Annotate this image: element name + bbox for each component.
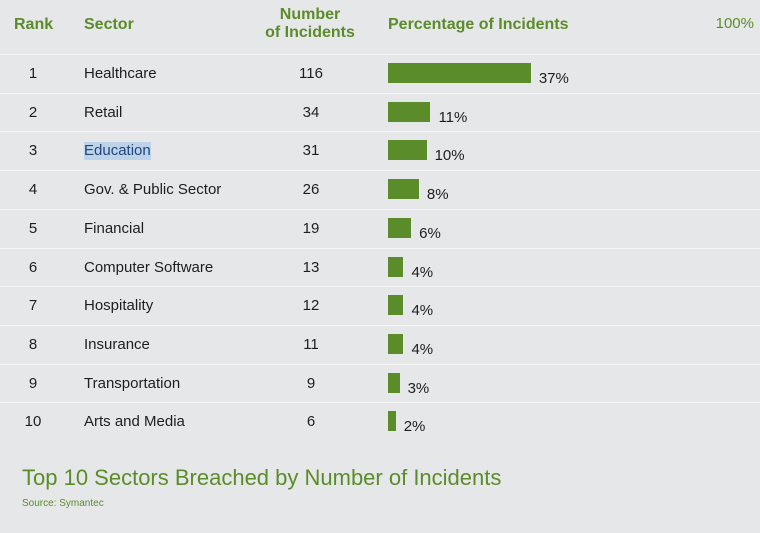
sector-cell: Education <box>84 142 151 161</box>
sector-cell: Retail <box>84 103 123 121</box>
percentage-bar <box>388 63 531 83</box>
table-row: 5 Financial 19 6% <box>0 208 760 247</box>
incidents-cell: 6 <box>306 413 316 431</box>
source-note: Source: Symantec <box>22 498 104 509</box>
percentage-bar <box>388 179 419 200</box>
incidents-cell: 9 <box>306 374 316 392</box>
percentage-bar <box>388 333 404 354</box>
sector-cell: Computer Software <box>84 258 214 276</box>
table-row: 4 Gov. & Public Sector 26 8% <box>0 170 760 208</box>
rank-cell: 2 <box>28 103 38 121</box>
percentage-label: 11% <box>438 108 468 126</box>
percentage-bar <box>388 217 412 238</box>
percentage-label: 6% <box>419 224 441 242</box>
percentage-bar <box>388 256 404 277</box>
rank-cell: 8 <box>28 335 38 353</box>
table-row: 9 Transportation 9 3% <box>0 363 760 402</box>
percentage-bar <box>388 101 431 122</box>
rank-cell: 10 <box>24 413 42 431</box>
percentage-bar <box>388 140 427 161</box>
percentage-label: 37% <box>538 70 569 87</box>
incidents-cell: 34 <box>302 103 320 121</box>
header-rank: Rank <box>14 16 54 33</box>
sector-cell: Gov. & Public Sector <box>84 181 222 199</box>
sector-cell: Arts and Media <box>84 413 185 431</box>
incidents-cell: 19 <box>302 219 320 237</box>
percentage-label: 4% <box>411 263 434 281</box>
header-percentage: Percentage of Incidents <box>388 16 569 33</box>
axis-max-label: 100% <box>715 15 754 32</box>
percentage-label: 2% <box>403 418 426 436</box>
sector-cell: Healthcare <box>84 65 157 82</box>
rank-cell: 9 <box>28 374 38 392</box>
rank-cell: 1 <box>28 65 38 82</box>
table-row: 8 Insurance 11 4% <box>0 324 760 363</box>
sector-cell: Hospitality <box>84 297 154 315</box>
header-number-of-incidents: Number of Incidents <box>254 6 366 42</box>
rank-cell: 5 <box>28 219 38 237</box>
percentage-bar <box>388 372 400 393</box>
percentage-label: 8% <box>426 186 449 204</box>
rank-cell: 3 <box>28 142 38 160</box>
percentage-bar <box>388 411 396 432</box>
table-row: 3 Education 31 10% <box>0 131 760 169</box>
rank-cell: 6 <box>28 258 38 276</box>
table-row: 10 Arts and Media 6 2% <box>0 402 760 440</box>
rank-cell: 7 <box>28 297 38 315</box>
table-row: 1 Healthcare 116 37% <box>0 54 760 92</box>
sector-cell: Insurance <box>84 335 150 353</box>
chart-title: Top 10 Sectors Breached by Number of Inc… <box>22 465 502 490</box>
header-sector: Sector <box>84 16 134 33</box>
table-row: 2 Retail 34 11% <box>0 92 760 131</box>
rank-cell: 4 <box>28 181 38 199</box>
percentage-label: 3% <box>407 379 430 397</box>
incidents-cell: 12 <box>302 297 320 315</box>
incidents-cell: 13 <box>302 258 320 276</box>
percentage-label: 4% <box>411 340 434 358</box>
table-row: 6 Computer Software 13 4% <box>0 247 760 286</box>
header-number-line2: of Incidents <box>265 24 355 41</box>
incidents-cell: 11 <box>303 335 319 353</box>
percentage-label: 10% <box>434 147 465 165</box>
sector-cell: Financial <box>84 219 145 237</box>
header-number-line1: Number <box>279 6 341 23</box>
table-row: 7 Hospitality 12 4% <box>0 286 760 324</box>
percentage-bar <box>388 295 404 316</box>
sector-cell: Transportation <box>84 374 181 392</box>
percentage-label: 4% <box>411 302 434 320</box>
incidents-cell: 31 <box>302 142 320 160</box>
incidents-cell: 26 <box>302 181 320 199</box>
incidents-cell: 116 <box>299 65 323 82</box>
